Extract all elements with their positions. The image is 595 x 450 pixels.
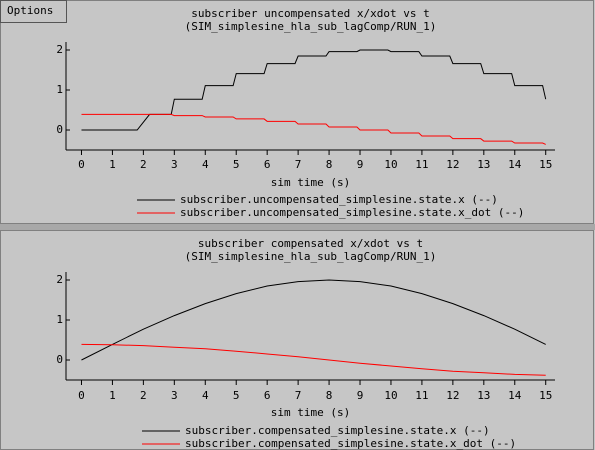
x-tick-label: 11	[415, 158, 428, 171]
legend-label: subscriber.compensated_simplesine.state.…	[185, 437, 516, 450]
x-tick-label: 4	[202, 158, 209, 171]
y-tick-label: 2	[56, 273, 63, 286]
legend-label: subscriber.uncompensated_simplesine.stat…	[180, 193, 498, 206]
chart-subtitle: (SIM_simplesine_hla_sub_lagComp/RUN_1)	[185, 20, 437, 33]
y-tick-label: 0	[56, 353, 63, 366]
x-tick-label: 1	[109, 389, 116, 402]
x-tick-label: 4	[202, 389, 209, 402]
x-tick-label: 2	[140, 158, 147, 171]
x-tick-label: 7	[295, 389, 302, 402]
panel-top	[0, 0, 594, 224]
chart-title: subscriber uncompensated x/xdot vs t	[191, 7, 429, 20]
legend-label: subscriber.uncompensated_simplesine.stat…	[180, 206, 524, 219]
data-line	[81, 279, 546, 361]
x-tick-label: 10	[384, 389, 397, 402]
x-tick-label: 1	[109, 158, 116, 171]
options-button[interactable]	[0, 0, 67, 23]
x-tick-label: 3	[171, 389, 178, 402]
x-tick-label: 15	[539, 158, 552, 171]
x-tick-label: 0	[78, 158, 85, 171]
x-tick-label: 9	[357, 389, 364, 402]
y-tick-label: 1	[56, 83, 63, 96]
x-tick-label: 14	[508, 389, 522, 402]
y-tick-label: 2	[56, 43, 63, 56]
x-tick-label: 7	[295, 158, 302, 171]
y-tick-label: 0	[56, 123, 63, 136]
x-tick-label: 6	[264, 389, 271, 402]
x-tick-label: 5	[233, 389, 240, 402]
x-tick-label: 12	[446, 158, 459, 171]
x-tick-label: 13	[477, 389, 490, 402]
x-tick-label: 8	[326, 158, 333, 171]
x-tick-label: 11	[415, 389, 428, 402]
x-tick-label: 15	[539, 389, 552, 402]
chart-title: subscriber compensated x/xdot vs t	[198, 237, 423, 250]
data-line	[81, 343, 546, 376]
chart-subtitle: (SIM_simplesine_hla_sub_lagComp/RUN_1)	[185, 250, 437, 263]
x-tick-label: 8	[326, 389, 333, 402]
legend-label: subscriber.compensated_simplesine.state.…	[185, 424, 490, 437]
x-axis-label: sim time (s)	[271, 406, 350, 419]
x-tick-label: 0	[78, 389, 85, 402]
data-line	[81, 113, 546, 145]
x-tick-label: 2	[140, 389, 147, 402]
x-tick-label: 5	[233, 158, 240, 171]
options-button-label[interactable]: Options	[7, 4, 53, 17]
x-tick-label: 6	[264, 158, 271, 171]
data-line	[81, 49, 547, 131]
x-axis-label: sim time (s)	[271, 176, 350, 189]
x-tick-label: 9	[357, 158, 364, 171]
x-tick-label: 3	[171, 158, 178, 171]
x-tick-label: 12	[446, 389, 459, 402]
x-tick-label: 10	[384, 158, 397, 171]
panel-divider	[0, 224, 595, 230]
y-tick-label: 1	[56, 313, 63, 326]
x-tick-label: 13	[477, 158, 490, 171]
x-tick-label: 14	[508, 158, 522, 171]
